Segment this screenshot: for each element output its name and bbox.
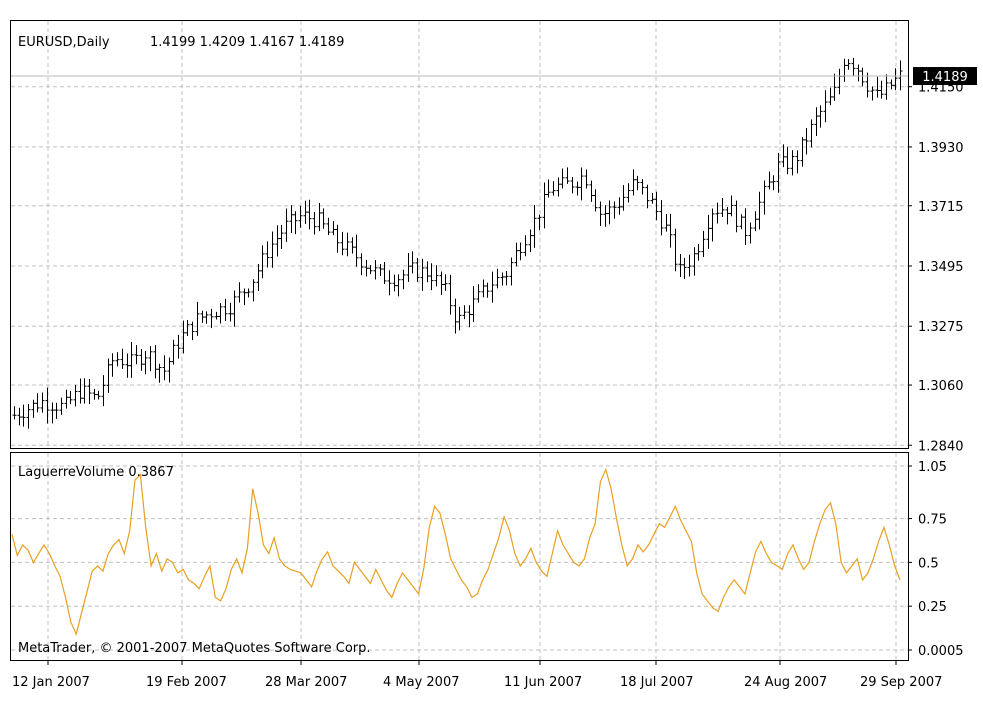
ohlc-label: 1.4199 1.4209 1.4167 1.4189 bbox=[150, 35, 344, 50]
price-bars bbox=[12, 57, 903, 429]
price-y-tick-label: 1.3930 bbox=[918, 141, 964, 156]
price-title: EURUSD,Daily bbox=[18, 35, 110, 50]
price-y-tick-label: 1.3495 bbox=[918, 260, 964, 275]
x-tick-label: 19 Feb 2007 bbox=[146, 675, 227, 690]
indicator-y-tick-label: 0.0005 bbox=[918, 644, 964, 659]
price-y-tick-label: 1.3715 bbox=[918, 200, 964, 215]
x-tick-label: 28 Mar 2007 bbox=[265, 675, 347, 690]
last-price-tag bbox=[913, 67, 977, 86]
x-tick-label: 24 Aug 2007 bbox=[744, 675, 827, 690]
indicator-y-tick-label: 0.25 bbox=[918, 600, 947, 615]
price-panel-frame bbox=[10, 20, 909, 449]
indicator-y-axis: 1.05 0.75 0.5 0.25 0.0005 bbox=[908, 460, 964, 659]
x-tick-label: 11 Jun 2007 bbox=[504, 675, 582, 690]
time-x-axis: 12 Jan 2007 19 Feb 2007 28 Mar 2007 4 May 2… bbox=[12, 660, 942, 690]
indicator-y-tick-label: 0.5 bbox=[918, 556, 939, 571]
price-y-tick-label: 1.2840 bbox=[918, 439, 964, 454]
indicator-y-tick-label: 1.05 bbox=[918, 460, 947, 475]
indicator-y-tick-label: 0.75 bbox=[918, 513, 947, 528]
price-y-tick-label: 1.3060 bbox=[918, 379, 964, 394]
indicator-title: LaguerreVolume 0.3867 bbox=[18, 465, 174, 480]
x-tick-label: 4 May 2007 bbox=[383, 675, 460, 690]
price-y-tick-label: 1.3275 bbox=[918, 320, 964, 335]
laguerre-volume-line bbox=[11, 467, 901, 637]
price-y-axis: 1.2840 1.3060 1.3275 1.3495 1.3715 1.3930 1.41… bbox=[908, 81, 964, 454]
indicator-grid bbox=[11, 453, 908, 660]
last-price-label: 1.4189 bbox=[922, 70, 968, 85]
x-tick-label: 29 Sep 2007 bbox=[860, 675, 942, 690]
x-tick-label: 18 Jul 2007 bbox=[620, 675, 694, 690]
price-y-tick-label: 1.4150 bbox=[918, 81, 964, 96]
x-tick-label: 12 Jan 2007 bbox=[12, 675, 90, 690]
copyright-text: MetaTrader, © 2001-2007 MetaQuotes Softw… bbox=[18, 641, 371, 656]
indicator-panel-frame bbox=[10, 452, 909, 661]
price-grid bbox=[11, 21, 908, 448]
